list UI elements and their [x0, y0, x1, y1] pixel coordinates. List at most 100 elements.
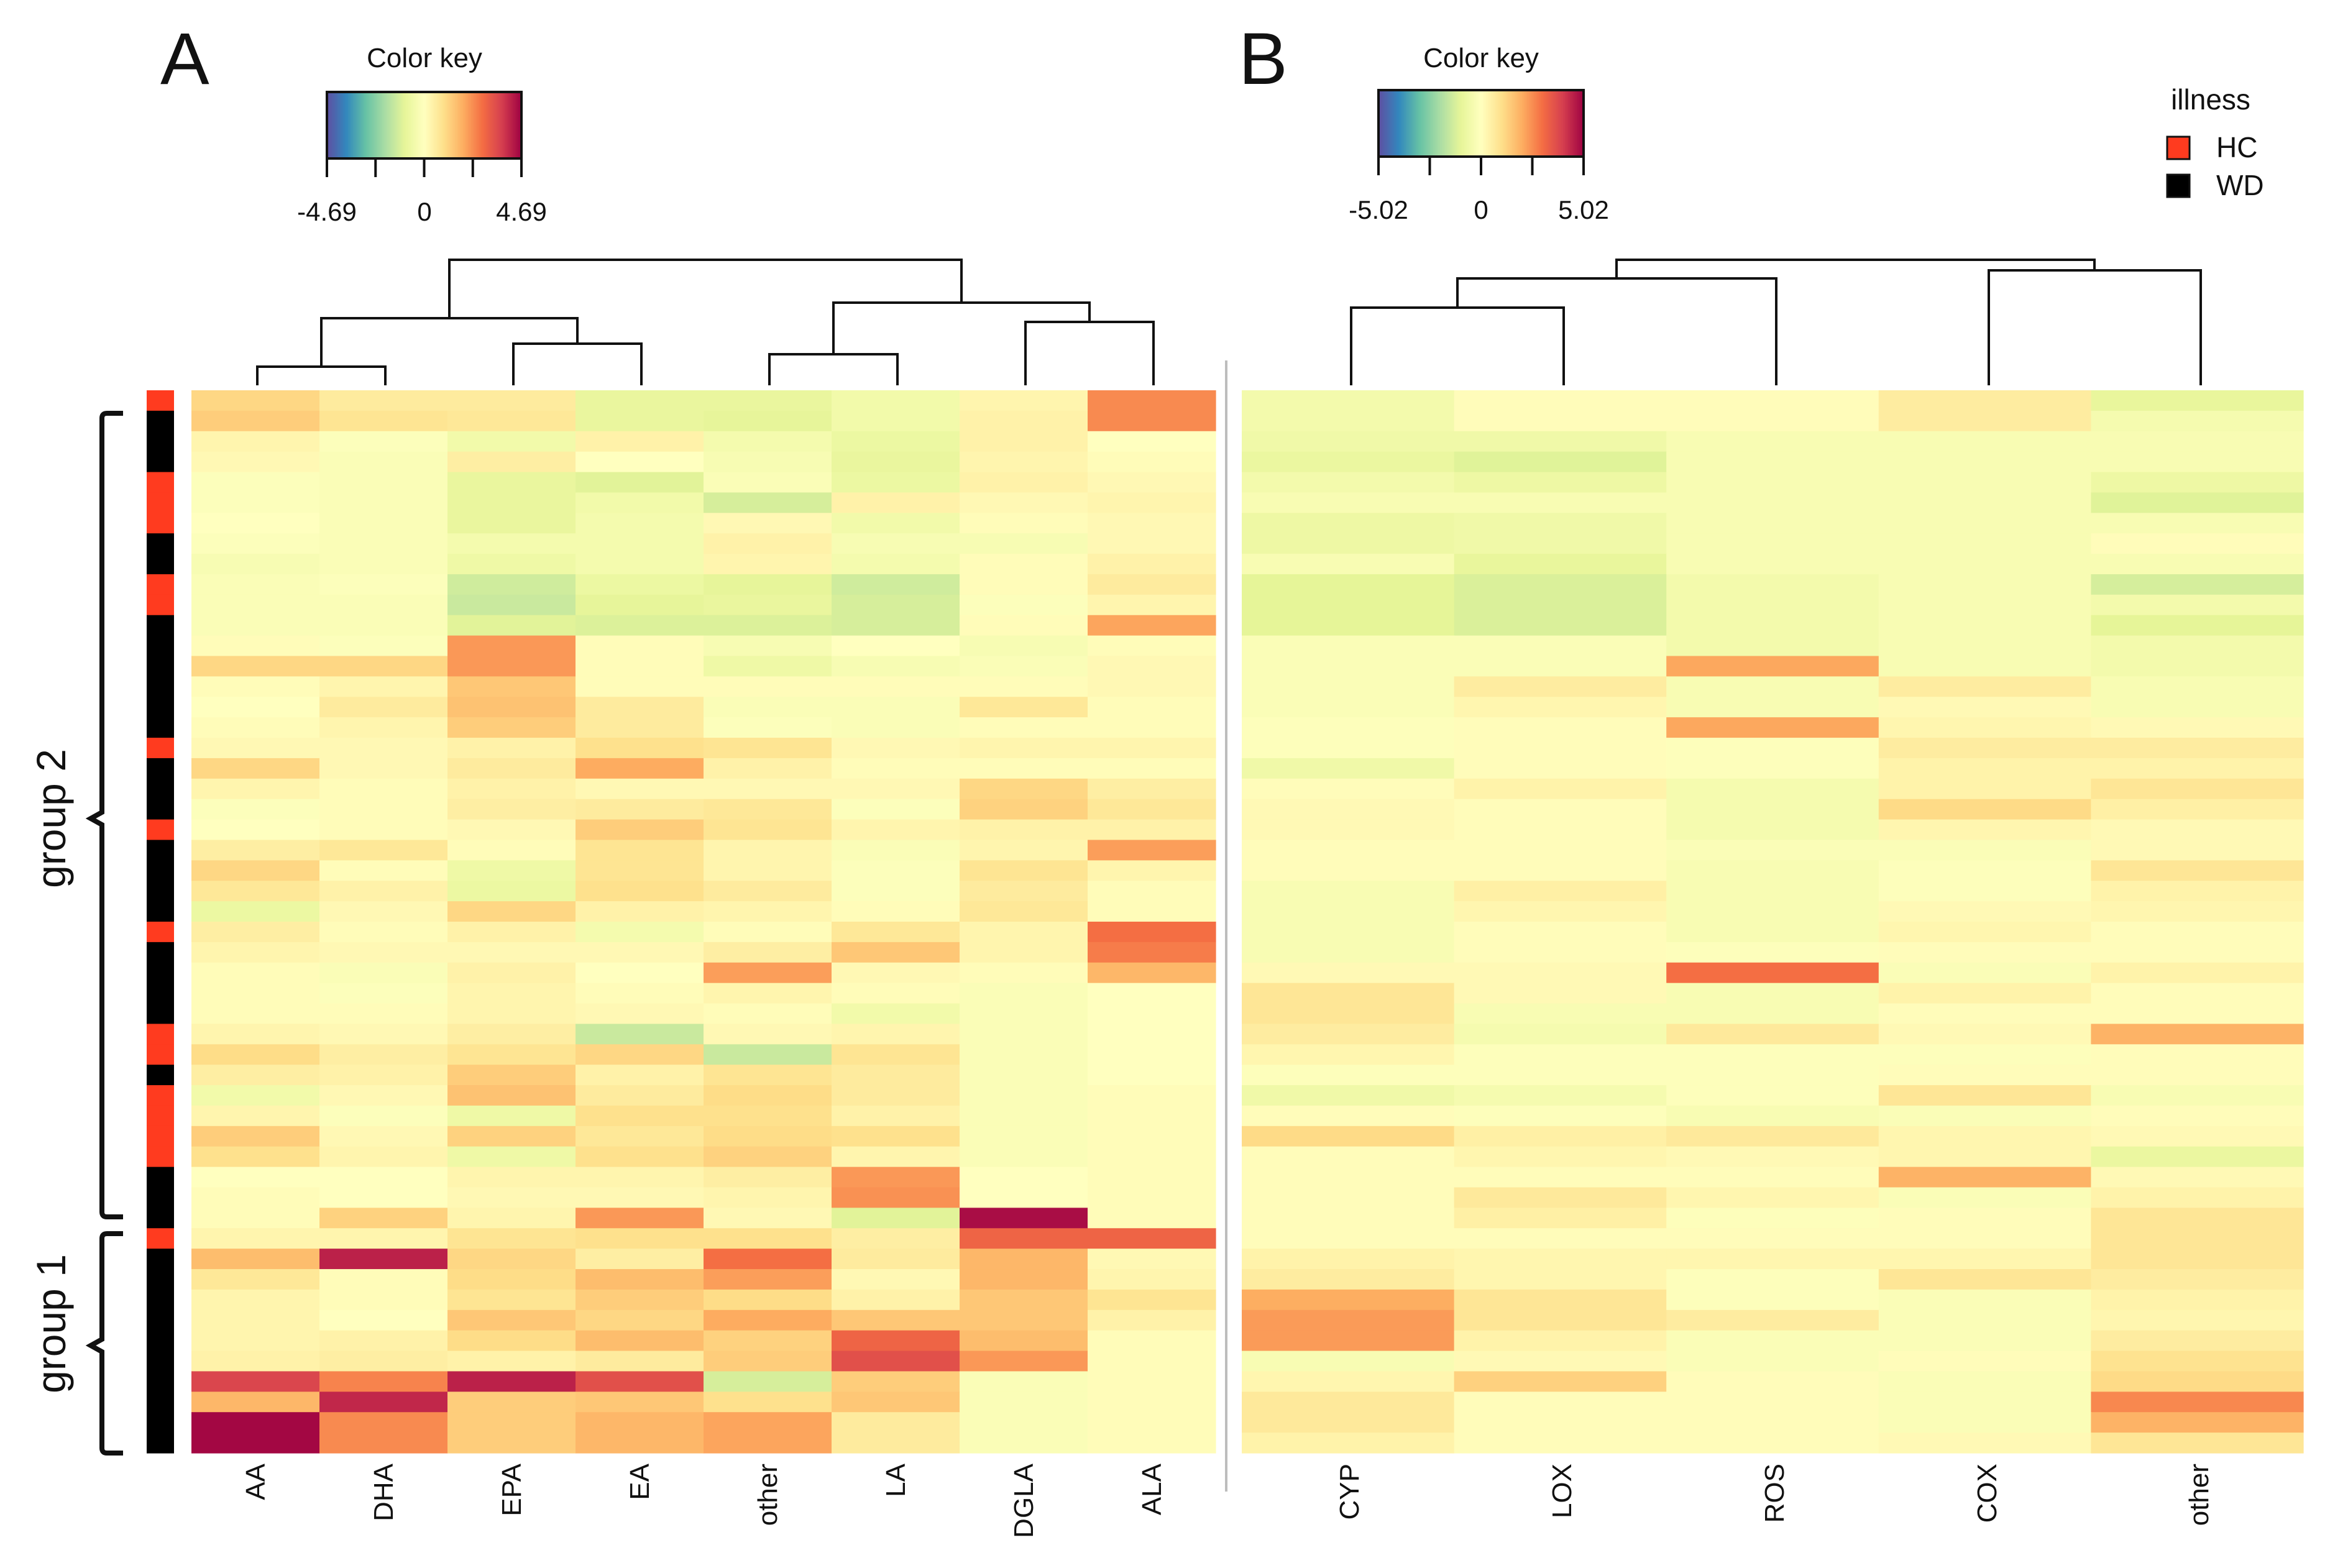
panel-a-color-key-gradient-step: [471, 92, 474, 158]
panel-a-color-key-gradient-step: [380, 92, 383, 158]
heatmap-b-cell: [1454, 1024, 1667, 1045]
heatmap-b-cell: [1454, 451, 1667, 473]
heatmap-b-cell: [1878, 1309, 2091, 1331]
heatmap-a-cell: [447, 1330, 576, 1352]
heatmap-b-cell: [1454, 410, 1667, 432]
heatmap-a-cell: [576, 717, 704, 738]
heatmap-a-cell: [704, 635, 832, 657]
illness-bar-segment: [147, 513, 174, 534]
panel-a-color-key-gradient-step: [403, 92, 405, 158]
heatmap-a-cell: [319, 697, 448, 718]
heatmap-a-cell: [960, 758, 1088, 779]
heatmap-a-cell: [191, 697, 320, 718]
heatmap-a-cell: [576, 901, 704, 922]
heatmap-a-cell: [576, 922, 704, 943]
heatmap-a-cell: [319, 901, 448, 922]
panel-a-color-key-gradient-step: [440, 92, 443, 158]
heatmap-a-cell: [319, 492, 448, 513]
panel-b-color-key-gradient-step: [1436, 90, 1439, 157]
panel-b-color-key-gradient-step: [1573, 90, 1576, 157]
heatmap-b-cell: [1242, 1371, 1455, 1392]
heatmap-a-cell: [1088, 922, 1216, 943]
heatmap-a-cell: [319, 472, 448, 493]
illness-bar-segment: [147, 1024, 174, 1045]
heatmap-a-cell: [319, 1105, 448, 1127]
heatmap-a-cell: [191, 840, 320, 861]
panel-a-color-key-gradient-step: [388, 92, 391, 158]
panel-a-color-key-gradient-step: [410, 92, 412, 158]
heatmap-a-cell: [1088, 819, 1216, 841]
heatmap-a-cell: [1088, 676, 1216, 697]
panel-a-color-key-gradient-step: [488, 92, 492, 158]
heatmap-a-cell: [704, 1105, 832, 1127]
panel-a-color-key-gradient-step: [500, 92, 503, 158]
panel-b-color-key-gradient-step: [1428, 90, 1431, 157]
heatmap-b-cell: [1242, 983, 1455, 1004]
heatmap-b-cell: [1666, 1289, 1879, 1311]
heatmap-a-cell: [704, 1208, 832, 1229]
heatmap-a-cell: [832, 819, 960, 841]
heatmap-a-cell: [832, 1085, 960, 1106]
heatmap-a-cell: [576, 676, 704, 697]
heatmap-a-cell: [832, 554, 960, 575]
heatmap-b-cell: [1242, 1249, 1455, 1270]
panel-a-color-key-gradient-step: [357, 92, 360, 158]
group-2-bracket: [85, 411, 123, 1219]
heatmap-b-cell: [1242, 901, 1455, 922]
heatmap-b-cell: [1666, 1330, 1879, 1352]
illness-bar-segment: [147, 942, 174, 963]
heatmap-b-cell: [1242, 799, 1455, 820]
heatmap-a-cell: [191, 1269, 320, 1290]
heatmap-b-cell: [1242, 1105, 1455, 1127]
panel-a-color-key-gradient-step: [495, 92, 498, 158]
heatmap-b-cell: [1454, 1044, 1667, 1065]
heatmap-a-cell: [191, 431, 320, 452]
heatmap-b-cell: [1454, 1105, 1667, 1127]
illness-bar-segment: [147, 1208, 174, 1229]
heatmap-a-cell: [1088, 738, 1216, 759]
panel-a-color-key-gradient-step: [503, 92, 506, 158]
heatmap-a-cell: [447, 840, 576, 861]
heatmap-b-cell: [1454, 778, 1667, 800]
heatmap-a-cell: [319, 1085, 448, 1106]
heatmap-a-cell: [704, 1187, 832, 1208]
panel-b-color-key-gradient-step: [1434, 90, 1438, 157]
heatmap-a-cell: [447, 860, 576, 881]
heatmap-b-cell: [1242, 697, 1455, 718]
panel-a-color-key-gradient-step: [351, 92, 354, 158]
heatmap-a-cell: [960, 983, 1088, 1004]
heatmap-a-cell: [960, 1065, 1088, 1086]
heatmap-a-cell: [960, 799, 1088, 820]
heatmap-a-cell: [191, 1044, 320, 1065]
panel-b-color-key-gradient-step: [1530, 90, 1533, 157]
panel-b-color-key-gradient-step: [1399, 90, 1401, 157]
panel-a-color-key-gradient-step: [335, 92, 337, 158]
heatmap-b-cell: [1242, 819, 1455, 841]
heatmap-a-cell: [960, 1391, 1088, 1413]
heatmap-a-cell: [191, 1330, 320, 1352]
heatmap-a-cell: [832, 656, 960, 677]
panel-a-color-key-gradient-step: [474, 92, 477, 158]
panel-b-color-key-gradient-step: [1484, 90, 1487, 157]
heatmap-b-cell: [2091, 1309, 2304, 1331]
heatmap-b-cell: [1242, 1187, 1455, 1208]
illness-bar-segment: [147, 1350, 174, 1372]
panel-a-color-key-gradient-step: [359, 92, 362, 158]
heatmap-a-cell: [960, 717, 1088, 738]
heatmap-b-cell: [1454, 615, 1667, 636]
dendro-b-branch: [1988, 269, 2202, 385]
panel-a-color-key-gradient-step: [467, 92, 470, 158]
panel-b-color-key-gradient-step: [1464, 90, 1466, 157]
heatmap-a-cell: [1088, 1228, 1216, 1249]
heatmap-a-cell: [1088, 840, 1216, 861]
dendro-b-branch: [1350, 306, 1565, 385]
heatmap-a-cell: [319, 656, 448, 677]
heatmap-b-cell: [1242, 615, 1455, 636]
panel-a-color-key-gradient-step: [456, 92, 459, 158]
illness-bar-segment: [147, 1228, 174, 1249]
heatmap-b-cell: [1878, 1433, 2091, 1454]
heatmap-b-cell: [1454, 717, 1667, 738]
col-label-la: LA: [881, 1463, 911, 1497]
heatmap-b-cell: [1454, 635, 1667, 657]
heatmap-a-cell: [960, 1330, 1088, 1352]
